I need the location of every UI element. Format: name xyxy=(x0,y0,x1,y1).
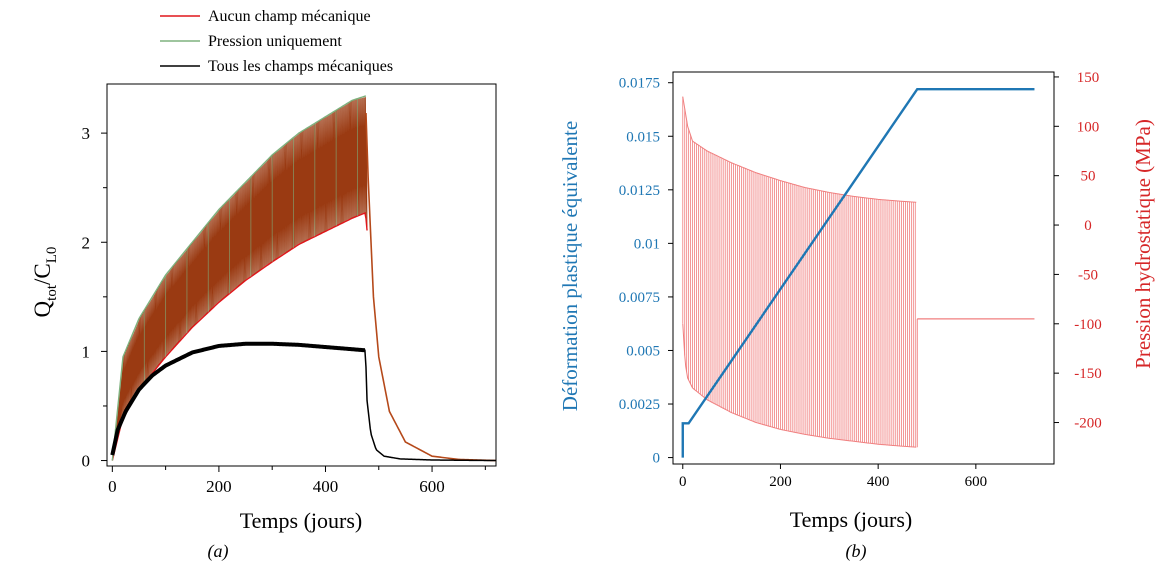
x-tick-label: 400 xyxy=(867,474,890,490)
chart-b-x-axis-label: Temps (jours) xyxy=(790,507,913,532)
y-label-sub1: tot xyxy=(44,284,60,301)
chart-b-left-y-axis-label: Déformation plastique équivalente xyxy=(558,121,582,411)
chart-a: Aucun champ mécanique Pression uniquemen… xyxy=(30,8,497,562)
y-tick-label: 1 xyxy=(82,342,91,361)
right-y-tick-label: 100 xyxy=(1077,119,1100,135)
chart-b-left-y-ticks: 0 0.0025 0.005 0.0075 0.01 0.0125 0.015 0.0175 xyxy=(619,76,673,467)
series-pressure-upper-envelope xyxy=(682,96,917,203)
legend-label-pression: Pression uniquement xyxy=(208,33,342,50)
series-strain-line xyxy=(681,87,1035,458)
left-y-tick-label: 0.0175 xyxy=(619,76,660,92)
right-y-tick-label: -200 xyxy=(1074,416,1102,432)
chart-a-y-ticks: 0 1 2 3 xyxy=(82,124,107,471)
chart-b-right-y-axis-label: Pression hydrostatique (MPa) xyxy=(1131,119,1155,369)
right-y-tick-label: 50 xyxy=(1081,169,1096,185)
legend-label-aucun: Aucun champ mécanique xyxy=(208,8,371,25)
x-tick-label: 400 xyxy=(313,477,339,496)
left-y-tick-label: 0.0075 xyxy=(619,290,660,306)
x-tick-label: 600 xyxy=(419,477,445,496)
chart-a-frame xyxy=(106,83,497,467)
chart-a-legend: Aucun champ mécanique Pression uniquemen… xyxy=(160,8,393,75)
left-y-tick-label: 0 xyxy=(653,451,661,467)
left-y-tick-label: 0.005 xyxy=(626,343,660,359)
right-y-tick-label: -50 xyxy=(1078,267,1098,283)
y-tick-label: 2 xyxy=(82,233,91,252)
series-pression-upper-envelope xyxy=(111,95,367,461)
chart-a-x-ticks: 0 200 400 600 xyxy=(108,466,486,496)
chart-b: 0 200 400 600 00.00250.0050.00750.010.01250… xyxy=(558,70,1155,562)
x-tick-label: 600 xyxy=(965,474,988,490)
chart-a-plot-area xyxy=(110,95,497,462)
series-aucun-decay xyxy=(365,113,497,462)
right-y-tick-label: -100 xyxy=(1074,317,1102,333)
legend-label-tous: Tous les champs mécaniques xyxy=(208,58,393,75)
series-aucun-lower-envelope xyxy=(111,212,368,461)
x-tick-label: 0 xyxy=(679,474,687,490)
x-tick-label: 200 xyxy=(769,474,792,490)
left-y-tick-label: 0.0025 xyxy=(619,397,660,413)
chart-b-plot-area xyxy=(681,87,1035,458)
y-tick-label: 0 xyxy=(82,452,91,471)
left-y-tick-label: 0.015 xyxy=(626,129,660,145)
x-tick-label: 200 xyxy=(206,477,232,496)
right-y-tick-label: 150 xyxy=(1077,70,1100,86)
right-y-tick-label: -150 xyxy=(1074,366,1102,382)
y-label-sub2: L0 xyxy=(44,247,60,264)
chart-a-panel-label: (a) xyxy=(208,541,229,562)
chart-b-panel-label: (b) xyxy=(846,541,867,562)
series-tous-oscillation-band xyxy=(110,341,366,456)
y-label-base: Q xyxy=(30,300,55,317)
chart-b-right-y-ticks: -200 -150 -100 -50 0 50 100 150 xyxy=(1054,70,1102,432)
chart-a-y-axis-label: Qtot/CL0 xyxy=(30,247,60,318)
x-tick-label: 0 xyxy=(108,477,117,496)
series-aucun-oscillation xyxy=(111,97,368,461)
y-tick-label: 3 xyxy=(82,124,91,143)
left-y-tick-label: 0.0125 xyxy=(619,183,660,199)
chart-b-frame xyxy=(672,71,1055,465)
right-y-tick-label: 0 xyxy=(1084,218,1092,234)
chart-b-x-ticks: 0 200 400 600 xyxy=(679,464,987,490)
series-pressure-lower-envelope xyxy=(682,323,917,448)
chart-a-x-axis-label: Temps (jours) xyxy=(240,508,363,533)
left-y-tick-label: 0.01 xyxy=(634,236,660,252)
y-label-sep: /C xyxy=(30,263,55,285)
